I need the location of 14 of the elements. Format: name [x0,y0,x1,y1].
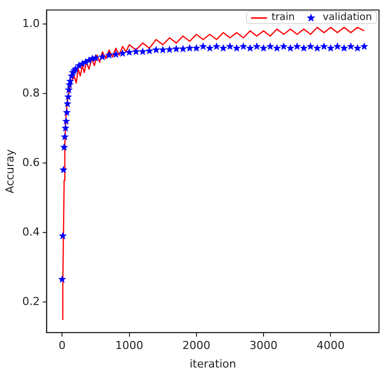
y-axis-title: Accuray [3,148,16,194]
x-tick-label: 2000 [182,339,210,352]
x-tick-label: 0 [58,339,66,352]
y-tick-label: 0.6 [22,156,40,169]
y-tick-label: 0.4 [22,225,40,238]
x-tick-label: 1000 [115,339,144,352]
x-tick-label: 4000 [316,339,345,352]
legend-label: validation [322,12,372,23]
y-tick-label: 0.2 [22,294,40,308]
legend-label: train [271,12,295,23]
y-tick-label: 1.0 [22,16,40,30]
y-tick-label: 0.8 [22,86,40,100]
x-axis-title: iteration [190,357,236,370]
x-tick-label: 3000 [250,339,278,352]
